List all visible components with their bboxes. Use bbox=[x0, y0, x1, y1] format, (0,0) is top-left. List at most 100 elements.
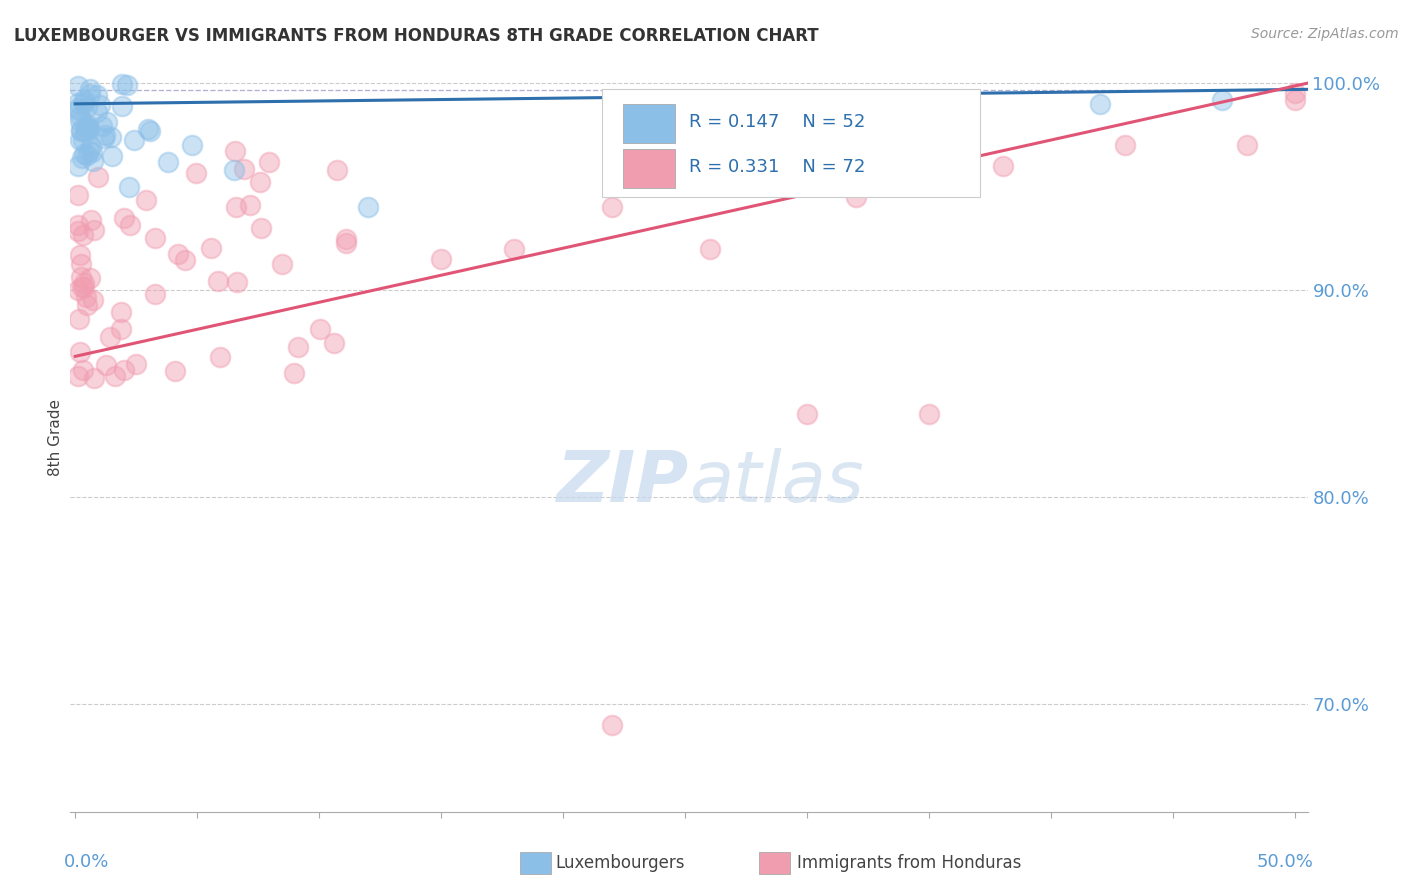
Point bbox=[100, 129, 122, 144]
Point bbox=[122, 133, 145, 147]
Point bbox=[111, 99, 134, 113]
Point bbox=[270, 258, 292, 272]
Point bbox=[117, 78, 139, 92]
Point bbox=[283, 366, 305, 380]
Point bbox=[79, 82, 101, 96]
Point bbox=[335, 235, 357, 250]
Point bbox=[1284, 87, 1306, 101]
Point bbox=[166, 247, 188, 261]
Point bbox=[70, 257, 93, 271]
Point bbox=[73, 124, 96, 138]
FancyBboxPatch shape bbox=[623, 103, 675, 143]
Point bbox=[73, 280, 96, 294]
Point bbox=[323, 335, 346, 350]
Point bbox=[66, 103, 89, 117]
Point bbox=[75, 120, 97, 134]
Point bbox=[112, 362, 135, 376]
Point bbox=[72, 133, 94, 147]
Text: ZIP: ZIP bbox=[557, 448, 689, 516]
Point bbox=[66, 101, 89, 115]
Text: atlas: atlas bbox=[689, 448, 863, 516]
Point bbox=[239, 197, 262, 211]
Point bbox=[209, 351, 232, 365]
Point bbox=[174, 253, 197, 268]
Point bbox=[82, 154, 104, 169]
Point bbox=[430, 252, 453, 266]
Point bbox=[73, 147, 96, 161]
Point bbox=[796, 96, 818, 111]
Point bbox=[335, 232, 357, 246]
Point bbox=[600, 200, 623, 214]
Point bbox=[69, 109, 91, 123]
Point bbox=[79, 270, 101, 285]
Point bbox=[73, 93, 96, 107]
Point bbox=[200, 241, 222, 255]
Text: LUXEMBOURGER VS IMMIGRANTS FROM HONDURAS 8TH GRADE CORRELATION CHART: LUXEMBOURGER VS IMMIGRANTS FROM HONDURAS… bbox=[14, 27, 818, 45]
Text: Immigrants from Honduras: Immigrants from Honduras bbox=[797, 854, 1022, 871]
Point bbox=[224, 145, 246, 159]
Point bbox=[73, 95, 96, 110]
Point bbox=[72, 363, 94, 377]
Point bbox=[66, 224, 89, 238]
Point bbox=[83, 223, 105, 237]
Point bbox=[991, 159, 1014, 173]
Point bbox=[72, 227, 94, 242]
Point bbox=[79, 87, 101, 101]
Text: 50.0%: 50.0% bbox=[1257, 853, 1313, 871]
Point bbox=[112, 211, 135, 225]
Point bbox=[76, 118, 98, 132]
Text: R = 0.331    N = 72: R = 0.331 N = 72 bbox=[689, 159, 865, 177]
Point bbox=[257, 154, 280, 169]
Point bbox=[70, 279, 93, 293]
FancyBboxPatch shape bbox=[623, 149, 675, 188]
Point bbox=[699, 242, 721, 256]
Text: R = 0.147    N = 52: R = 0.147 N = 52 bbox=[689, 113, 865, 131]
Point bbox=[287, 339, 309, 353]
Point bbox=[67, 312, 90, 326]
FancyBboxPatch shape bbox=[602, 88, 980, 197]
Point bbox=[101, 148, 124, 162]
Point bbox=[1211, 93, 1233, 107]
Point bbox=[69, 344, 91, 359]
Point bbox=[94, 358, 117, 372]
Point bbox=[143, 231, 166, 245]
Point bbox=[96, 114, 118, 128]
Point bbox=[845, 190, 868, 204]
Point bbox=[91, 119, 114, 133]
Point bbox=[143, 287, 166, 301]
Point bbox=[233, 162, 256, 177]
Point bbox=[222, 163, 245, 178]
Point bbox=[125, 357, 148, 371]
Y-axis label: 8th Grade: 8th Grade bbox=[48, 399, 63, 475]
Text: 0.0%: 0.0% bbox=[65, 853, 110, 871]
Point bbox=[70, 151, 93, 165]
Point bbox=[66, 96, 89, 111]
Point bbox=[357, 200, 380, 214]
Point bbox=[250, 221, 273, 235]
Point bbox=[1284, 93, 1306, 107]
Point bbox=[89, 98, 111, 112]
Point bbox=[138, 121, 160, 136]
Point bbox=[600, 718, 623, 732]
Point bbox=[110, 322, 132, 336]
Point bbox=[135, 193, 157, 207]
Point bbox=[76, 120, 98, 135]
Point bbox=[918, 407, 941, 421]
Point bbox=[80, 139, 103, 153]
Point bbox=[86, 105, 108, 120]
Point bbox=[69, 248, 91, 262]
Point bbox=[503, 242, 526, 256]
Point bbox=[73, 277, 96, 291]
Point bbox=[66, 368, 89, 383]
Point bbox=[104, 369, 127, 384]
Point bbox=[1114, 138, 1136, 153]
Point bbox=[70, 124, 93, 138]
Point bbox=[77, 144, 100, 158]
Point bbox=[249, 175, 271, 189]
Point bbox=[181, 138, 204, 153]
Text: Luxembourgers: Luxembourgers bbox=[555, 854, 685, 871]
Point bbox=[1236, 138, 1258, 153]
Point bbox=[111, 77, 134, 91]
Point bbox=[75, 289, 97, 303]
Point bbox=[69, 133, 91, 147]
